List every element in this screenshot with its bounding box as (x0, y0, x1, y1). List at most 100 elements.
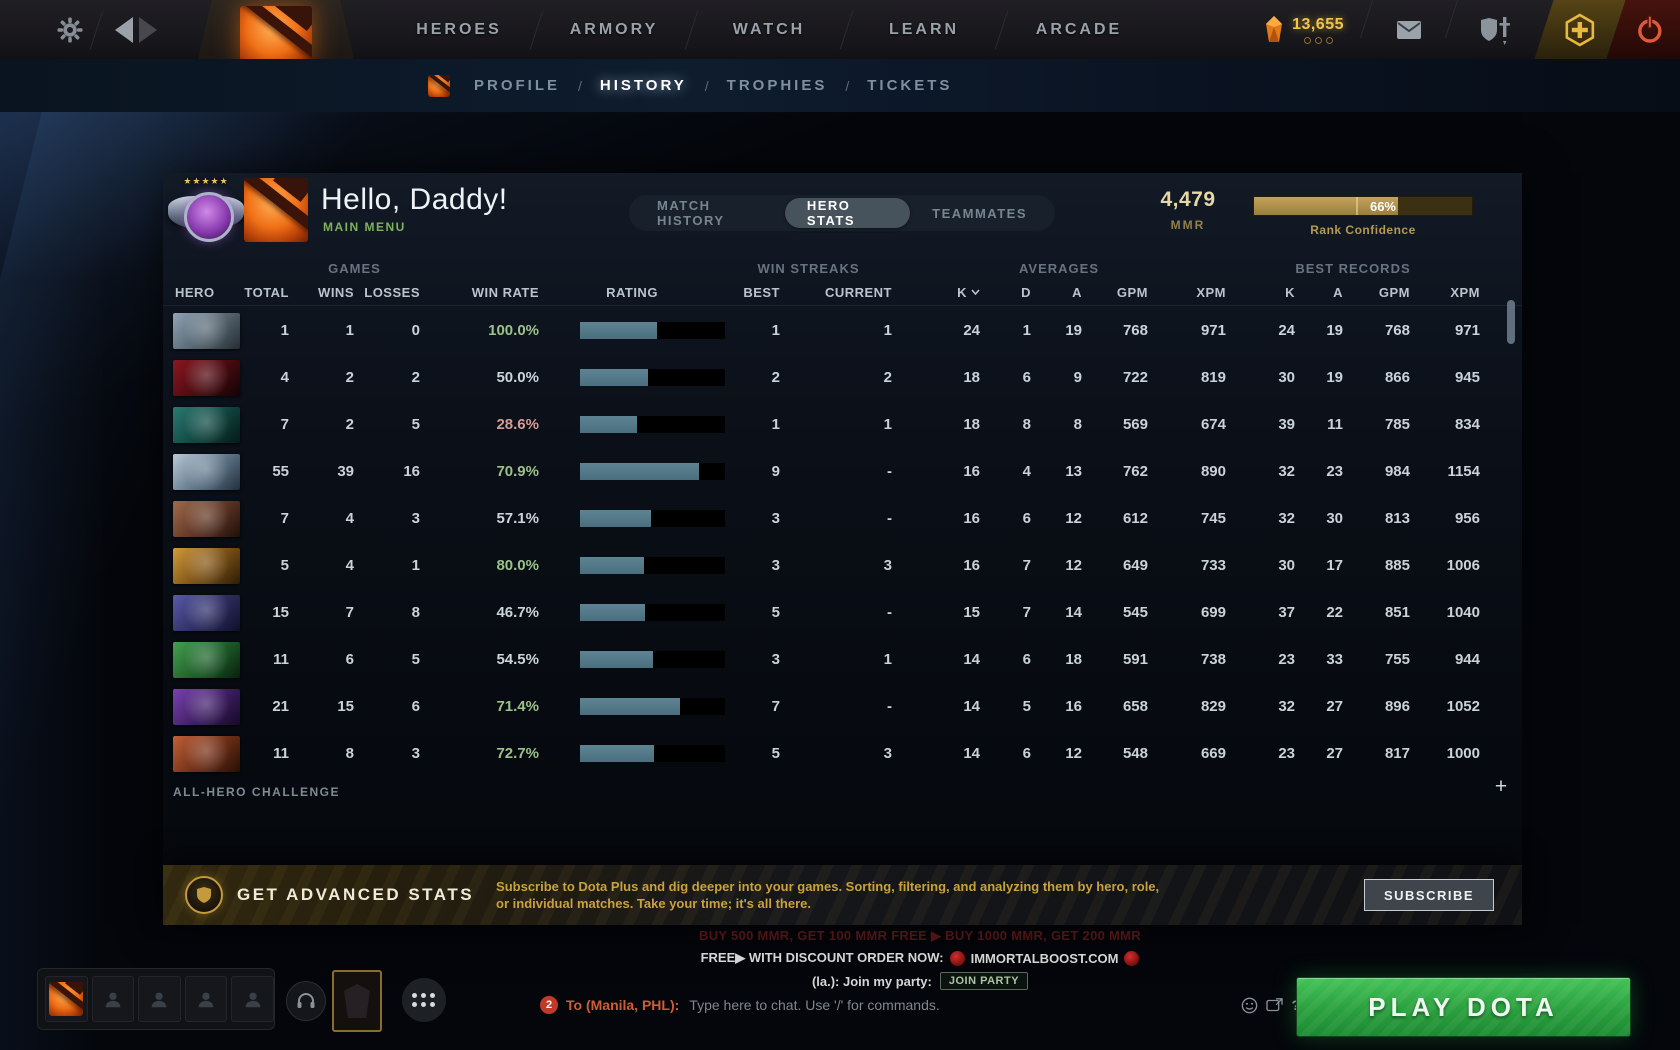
col-best-assists[interactable]: A (1333, 284, 1343, 300)
hero-stats-row[interactable]: 11 8 3 72.7% 5 3 14 6 12 548 669 23 27 8… (163, 730, 1480, 777)
table-column-headers: HERO TOTAL WINS LOSSES WIN RATE RATING B… (163, 281, 1480, 303)
dota-plus-button[interactable] (1534, 0, 1626, 59)
party-slot-empty[interactable] (184, 976, 228, 1022)
col-kills-sorted[interactable]: K (892, 281, 980, 303)
party-slot-empty[interactable] (231, 976, 274, 1022)
nav-item-heroes[interactable]: HEROES (416, 20, 502, 38)
cell-avg-kills: 16 (963, 463, 980, 480)
hero-portrait[interactable] (173, 594, 240, 631)
cell-best-gpm: 866 (1384, 369, 1410, 386)
cell-win-rate: 54.5% (496, 651, 539, 668)
cell-avg-xpm: 745 (1200, 510, 1226, 527)
hero-portrait[interactable] (173, 735, 240, 772)
hero-portrait[interactable] (173, 688, 240, 725)
col-wins[interactable]: WINS (318, 284, 354, 300)
cell-wins: 4 (345, 510, 354, 527)
hero-portrait[interactable] (173, 453, 240, 490)
hero-portrait[interactable] (173, 406, 240, 443)
help-button[interactable]: ? (1291, 997, 1300, 1013)
cell-best-assists: 23 (1326, 463, 1343, 480)
hero-stats-row[interactable]: 1 1 0 100.0% 1 1 24 1 19 768 971 24 19 7… (163, 307, 1480, 354)
emoji-picker-button[interactable] (1241, 997, 1258, 1014)
hero-stats-row[interactable]: 15 7 8 46.7% 5 - 15 7 14 545 699 37 22 8… (163, 589, 1480, 636)
cell-total: 4 (280, 369, 289, 386)
subscribe-button[interactable]: SUBSCRIBE (1364, 879, 1494, 911)
cell-win-rate: 100.0% (488, 322, 539, 339)
cell-losses: 16 (403, 463, 420, 480)
col-total[interactable]: TOTAL (244, 284, 289, 300)
dashboard-home-button[interactable] (196, 0, 356, 68)
shards-currency-button[interactable]: 13,655 (1245, 0, 1362, 59)
col-losses[interactable]: LOSSES (364, 284, 420, 300)
hero-stats-row[interactable]: 21 15 6 71.4% 7 - 14 5 16 658 829 32 27 … (163, 683, 1480, 730)
tab-teammates[interactable]: TEAMMATES (932, 205, 1027, 221)
mmr-label: MMR (1170, 218, 1206, 232)
voice-chat-button[interactable] (286, 981, 326, 1021)
tab-hero-stats[interactable]: HERO STATS (784, 198, 911, 228)
hero-stats-row[interactable]: 5 4 1 80.0% 3 3 16 7 12 649 733 30 17 88… (163, 542, 1480, 589)
hero-portrait[interactable] (173, 500, 240, 537)
cell-wins: 2 (345, 369, 354, 386)
cell-best-assists: 17 (1326, 557, 1343, 574)
chat-popout-button[interactable] (1266, 997, 1284, 1013)
person-silhouette-icon (198, 992, 214, 1008)
unread-badge[interactable]: 2 (540, 996, 558, 1014)
col-best-kills[interactable]: K (1285, 284, 1295, 300)
chat-input[interactable] (687, 996, 1234, 1014)
hero-portrait[interactable] (173, 641, 240, 678)
hero-stats-row[interactable]: 7 4 3 57.1% 3 - 16 6 12 612 745 32 30 81… (163, 495, 1480, 542)
armory-loadout-button[interactable] (1456, 0, 1536, 59)
nav-item-armory[interactable]: ARMORY (569, 20, 659, 38)
nav-item-learn[interactable]: LEARN (888, 20, 960, 38)
party-slot-empty[interactable] (91, 976, 135, 1022)
subnav-history[interactable]: HISTORY (599, 77, 687, 94)
table-scrollbar-thumb[interactable] (1507, 300, 1515, 344)
cell-wins: 1 (345, 322, 354, 339)
col-best[interactable]: BEST (743, 284, 780, 300)
friends-list-button[interactable] (402, 978, 446, 1022)
col-best-xpm[interactable]: XPM (1450, 284, 1480, 300)
cell-avg-xpm: 733 (1200, 557, 1226, 574)
cell-wins: 39 (337, 463, 354, 480)
subnav-profile[interactable]: PROFILE (474, 77, 561, 94)
join-party-button[interactable]: JOIN PARTY (939, 972, 1029, 990)
player-avatar[interactable] (244, 178, 308, 242)
hero-stats-row[interactable]: 11 6 5 54.5% 3 1 14 6 18 591 738 23 33 7… (163, 636, 1480, 683)
sort-chevron-icon (971, 289, 980, 295)
hero-stats-row[interactable]: 7 2 5 28.6% 1 1 18 8 8 569 674 39 11 785… (163, 401, 1480, 448)
mail-button[interactable] (1371, 0, 1447, 59)
nav-item-arcade[interactable]: ARCADE (1035, 20, 1123, 38)
col-best-gpm[interactable]: GPM (1378, 284, 1410, 300)
hero-portrait[interactable] (173, 547, 240, 584)
settings-gear-icon[interactable] (48, 8, 92, 52)
guild-emblem-button[interactable] (332, 970, 382, 1032)
col-deaths[interactable]: D (1021, 284, 1031, 300)
hero-stats-row[interactable]: 55 39 16 70.9% 9 - 16 4 13 762 890 32 23… (163, 448, 1480, 495)
tab-match-history[interactable]: MATCH HISTORY (657, 198, 725, 228)
party-slot-self[interactable] (45, 976, 88, 1022)
power-button[interactable] (1606, 0, 1680, 59)
col-current[interactable]: CURRENT (824, 284, 892, 300)
profile-sub-nav: PROFILE / HISTORY / TROPHIES / TICKETS (0, 59, 1680, 112)
hero-portrait[interactable] (173, 359, 240, 396)
col-gpm[interactable]: GPM (1116, 284, 1148, 300)
cell-losses: 8 (411, 604, 420, 621)
nav-item-watch[interactable]: WATCH (732, 20, 806, 38)
col-xpm[interactable]: XPM (1196, 284, 1226, 300)
subnav-tickets[interactable]: TICKETS (867, 77, 953, 94)
hero-portrait[interactable] (173, 312, 240, 349)
all-hero-challenge-link[interactable]: ALL-HERO CHALLENGE (173, 785, 340, 799)
col-rating[interactable]: RATING (606, 284, 658, 300)
nav-back-icon[interactable] (115, 16, 133, 43)
profile-dota-icon[interactable] (428, 74, 450, 97)
nav-forward-icon[interactable] (139, 16, 157, 43)
hero-stats-row[interactable]: 4 2 2 50.0% 2 2 18 6 9 722 819 30 19 866… (163, 354, 1480, 401)
subnav-trophies[interactable]: TROPHIES (726, 77, 828, 94)
party-slot-empty[interactable] (138, 976, 181, 1022)
play-dota-button[interactable]: PLAY DOTA (1296, 977, 1631, 1037)
col-hero[interactable]: HERO (175, 284, 215, 300)
col-win-rate[interactable]: WIN RATE (471, 284, 539, 300)
expand-plus-button[interactable]: + (1494, 775, 1508, 798)
col-assists[interactable]: A (1072, 284, 1082, 300)
player-subtitle: MAIN MENU (323, 220, 406, 234)
